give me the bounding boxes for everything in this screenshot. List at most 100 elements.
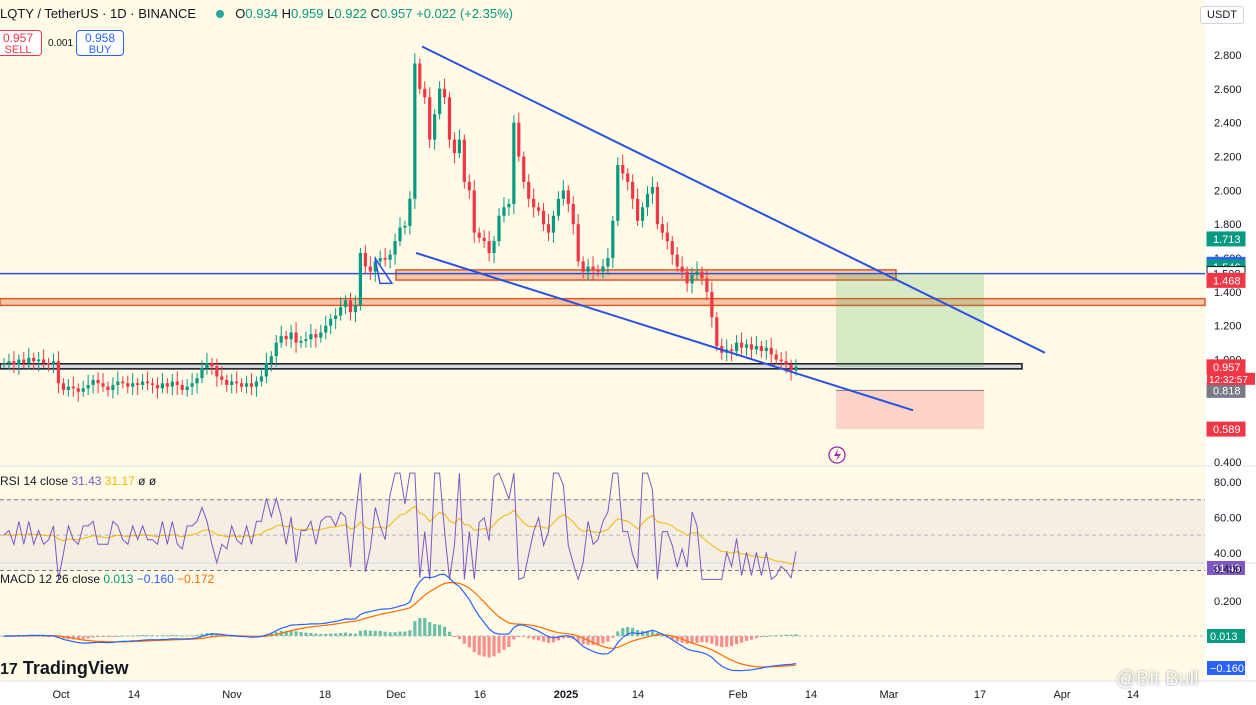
macd-histogram-bar [403,631,407,636]
candle-body [225,379,229,385]
candle-body [339,307,343,316]
candle-body [279,335,283,343]
macd-histogram-bar [497,636,501,654]
macd-histogram-bar [141,635,145,637]
tradingview-logo: 17 TradingView [0,658,129,679]
macd-histogram-bar [433,624,437,636]
candle-body [274,342,278,357]
time-axis-label: Feb [729,689,748,701]
candle-body [160,383,164,389]
rsi-value: 31.43 [71,474,102,488]
price-tick-label: 2.200 [1214,152,1242,164]
candle-body [537,207,541,211]
resistance-zone-upper [395,269,897,281]
price-axis-label: 0.957 [1213,362,1241,374]
macd-histogram-bar [512,636,516,640]
buy-button[interactable]: 0.958 BUY [76,30,124,56]
candle-body [269,356,273,363]
price-axis-label: 1.468 [1213,275,1241,287]
candle-body [165,383,169,387]
macd-histogram-bar [294,631,298,636]
flag-pattern-drawing [374,257,394,285]
candle-body [378,258,382,262]
candle-body [754,346,758,350]
currency-selector[interactable]: USDT [1200,6,1244,24]
macd-histogram-bar [705,636,709,643]
macd-histogram-bar [76,636,80,640]
time-axis-label: Oct [52,689,69,701]
candle-body [37,359,41,362]
macd-histogram-bar [467,636,471,648]
candle-body [477,232,481,238]
macd-histogram-bar [373,630,377,636]
sell-button[interactable]: 0.957 SELL [0,30,42,56]
candle-body [141,381,145,385]
macd-histogram-bar [537,636,541,641]
candle-body [655,186,659,225]
candle-body [195,378,199,384]
candle-body [680,266,684,272]
candle-body [636,198,640,221]
candle-body [616,164,620,221]
candle-body [309,334,313,340]
candle-body [294,332,298,343]
macd-histogram-bar [339,632,343,636]
candle-body [660,224,664,233]
rsi-legend[interactable]: RSI 14 close 31.43 31.17 ø ø [0,474,156,488]
macd-histogram-bar [170,635,174,637]
spread-value: 0.001 [48,38,74,49]
macd-histogram-bar [596,636,600,645]
close-label: C [370,6,380,21]
macd-histogram-bar [358,630,362,636]
candle-body [299,340,303,343]
macd-histogram-bar [532,636,536,640]
macd-histogram-bar [616,631,620,636]
macd-histogram-bar [601,636,605,644]
candle-body [715,317,719,347]
open-label: O [235,6,246,21]
time-axis-label: 14 [128,689,140,701]
macd-histogram-bar [304,632,308,636]
macd-legend[interactable]: MACD 12 26 close 0.013 −0.160 −0.172 [0,572,214,586]
macd-tick-label: 0.400 [1214,564,1242,576]
candle-body [626,173,630,182]
candle-body [601,266,605,272]
macd-signal-value: −0.172 [177,572,215,586]
candle-body [145,381,150,384]
symbol-title[interactable]: LQTY / TetherUS · 1D · BINANCE [0,6,197,21]
macd-histogram-bar [165,635,169,637]
macd-histogram-bar [581,636,585,645]
candle-body [116,381,120,385]
buy-label: BUY [88,44,112,56]
macd-histogram-bar [764,635,768,637]
candle-body [789,364,793,371]
macd-value-label: −0.160 [1210,663,1244,675]
macd-line-value: −0.160 [136,572,174,586]
macd-histogram-bar [487,636,491,658]
macd-histogram-bar [353,633,358,636]
macd-histogram-bar [136,635,140,637]
candle-body [398,227,402,242]
candle-body [200,368,204,379]
candle-body [408,198,412,226]
candle-body [393,241,397,255]
macd-histogram-bar [319,633,323,636]
macd-histogram-bar [606,636,610,642]
macd-histogram-bar [220,634,224,636]
price-tick-label: 2.000 [1214,185,1242,197]
high-label: H [281,6,291,21]
time-axis-label: 17 [974,689,986,701]
candle-body [650,186,655,194]
candle-body [710,291,714,318]
candle-body [215,366,219,377]
candle-body [759,346,763,352]
macd-histogram-bar [759,636,763,638]
price-axis-label-bg [1206,231,1246,247]
macd-histogram-bar [779,634,783,636]
macd-histogram-bar [388,632,392,636]
candle-body [368,266,372,272]
macd-histogram-bar [626,626,630,636]
time-axis-label: 16 [474,689,486,701]
candle-body [71,386,75,389]
